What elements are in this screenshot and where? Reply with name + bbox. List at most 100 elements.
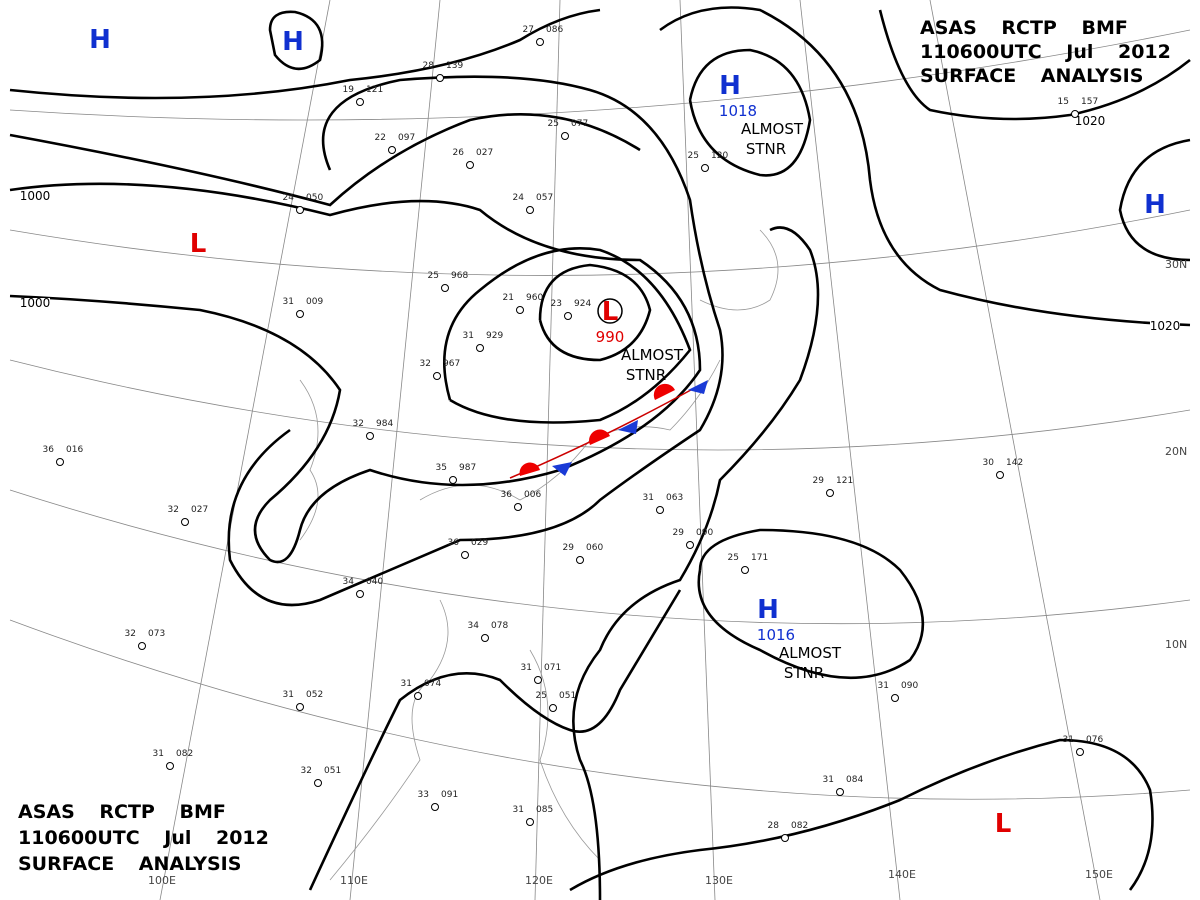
pressure-center: H [89, 25, 111, 55]
station-pressure: 984 [376, 419, 393, 429]
station-symbol [656, 506, 664, 514]
station-symbol [576, 556, 584, 564]
isobar-label: 1020 [1075, 114, 1106, 128]
header-line: 110600UTC Jul 2012 [920, 41, 1171, 63]
station-symbol [686, 541, 694, 549]
header-line: ASAS RCTP BMF [920, 17, 1128, 39]
station-pressure: 121 [366, 85, 383, 95]
station-symbol [526, 818, 534, 826]
station-symbol [564, 312, 572, 320]
station-pressure: 016 [66, 445, 83, 455]
movement-note: STNR [626, 366, 666, 384]
station-symbol [826, 489, 834, 497]
movement-note: ALMOST [779, 644, 842, 662]
header-line: SURFACE ANALYSIS [18, 853, 241, 875]
longitude-label: 140E [888, 868, 916, 881]
station-temperature: 15 [1058, 97, 1069, 107]
station-pressure: 084 [846, 775, 863, 785]
station-pressure: 142 [1006, 458, 1023, 468]
station-symbol [366, 432, 374, 440]
station-symbol [356, 590, 364, 598]
latitude-label: 10N [1165, 638, 1187, 651]
station-temperature: 25 [728, 553, 739, 563]
station-temperature: 24 [513, 193, 525, 203]
station-symbol [476, 344, 484, 352]
station-temperature: 36 [501, 490, 513, 500]
station-symbol [561, 132, 569, 140]
station-symbol [549, 704, 557, 712]
label-bg [20, 298, 50, 311]
station-temperature: 31 [1063, 735, 1074, 745]
station-pressure: 968 [451, 271, 468, 281]
station-symbol [181, 518, 189, 526]
station-pressure: 076 [1086, 735, 1103, 745]
station-pressure: 139 [446, 61, 463, 71]
station-pressure: 121 [836, 476, 853, 486]
movement-note: STNR [784, 664, 824, 682]
station-symbol [466, 161, 474, 169]
station-symbol [701, 164, 709, 172]
station-pressure: 171 [751, 553, 768, 563]
station-pressure: 086 [546, 25, 563, 35]
station-temperature: 27 [523, 25, 534, 35]
station-pressure: 029 [471, 538, 488, 548]
header-line: ASAS RCTP BMF [18, 801, 226, 823]
header-line: SURFACE ANALYSIS [920, 65, 1143, 87]
graticule [9, 0, 1191, 900]
station-pressure: 073 [148, 629, 165, 639]
station-pressure: 040 [366, 577, 383, 587]
station-pressure: 085 [536, 805, 553, 815]
cold-front-symbols [552, 380, 708, 476]
station-temperature: 35 [436, 463, 447, 473]
center-ring [597, 298, 623, 324]
station-temperature: 31 [463, 331, 474, 341]
station-symbol [514, 503, 522, 511]
pressure-value: 1016 [757, 626, 795, 644]
station-temperature: 32 [125, 629, 136, 639]
station-pressure: 967 [443, 359, 460, 369]
station-symbol [296, 703, 304, 711]
station-symbol [433, 372, 441, 380]
station-pressure: 074 [424, 679, 441, 689]
longitude-label: 120E [525, 874, 553, 887]
station-pressure: 929 [486, 331, 503, 341]
station-temperature: 21 [503, 293, 514, 303]
station-pressure: 090 [901, 681, 918, 691]
station-pressure: 082 [176, 749, 193, 759]
station-pressure: 063 [666, 493, 683, 503]
station-pressure: 027 [476, 148, 493, 158]
station-temperature: 32 [420, 359, 431, 369]
latitude-label: 20N [1165, 445, 1187, 458]
station-symbol [314, 779, 322, 787]
longitude-label: 110E [340, 874, 368, 887]
header-bottom: ASAS RCTP BMF 110600UTC Jul 2012 SURFACE A… [18, 801, 269, 875]
station-temperature: 32 [353, 419, 364, 429]
station-symbol [1071, 110, 1079, 118]
pressure-center: H [719, 71, 741, 101]
station-temperature: 31 [153, 749, 164, 759]
station-symbol [388, 146, 396, 154]
station-temperature: 31 [401, 679, 412, 689]
station-temperature: 29 [673, 528, 685, 538]
pressure-value: 1018 [719, 102, 757, 120]
station-pressure: 052 [306, 690, 323, 700]
station-pressure: 078 [491, 621, 508, 631]
station-symbol [481, 634, 489, 642]
warm-front-symbols [519, 383, 675, 476]
station-symbol [166, 762, 174, 770]
station-symbol [516, 306, 524, 314]
station-temperature: 28 [768, 821, 780, 831]
isobar-label: 1000 [20, 296, 51, 310]
station-temperature: 36 [448, 538, 460, 548]
pressure-center: L [602, 297, 619, 327]
label-bg [1150, 321, 1180, 334]
stationary-front [509, 380, 708, 479]
station-temperature: 32 [301, 766, 312, 776]
station-pressure: 082 [791, 821, 808, 831]
station-temperature: 31 [283, 690, 294, 700]
station-pressure: 924 [574, 299, 591, 309]
pressure-center: H [282, 27, 304, 57]
